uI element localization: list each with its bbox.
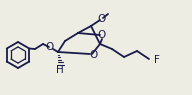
Text: F: F: [154, 55, 160, 65]
Text: O: O: [45, 42, 53, 52]
Text: O: O: [97, 14, 105, 24]
Text: O: O: [97, 30, 105, 40]
Text: H: H: [56, 65, 64, 75]
Text: O: O: [89, 50, 97, 60]
